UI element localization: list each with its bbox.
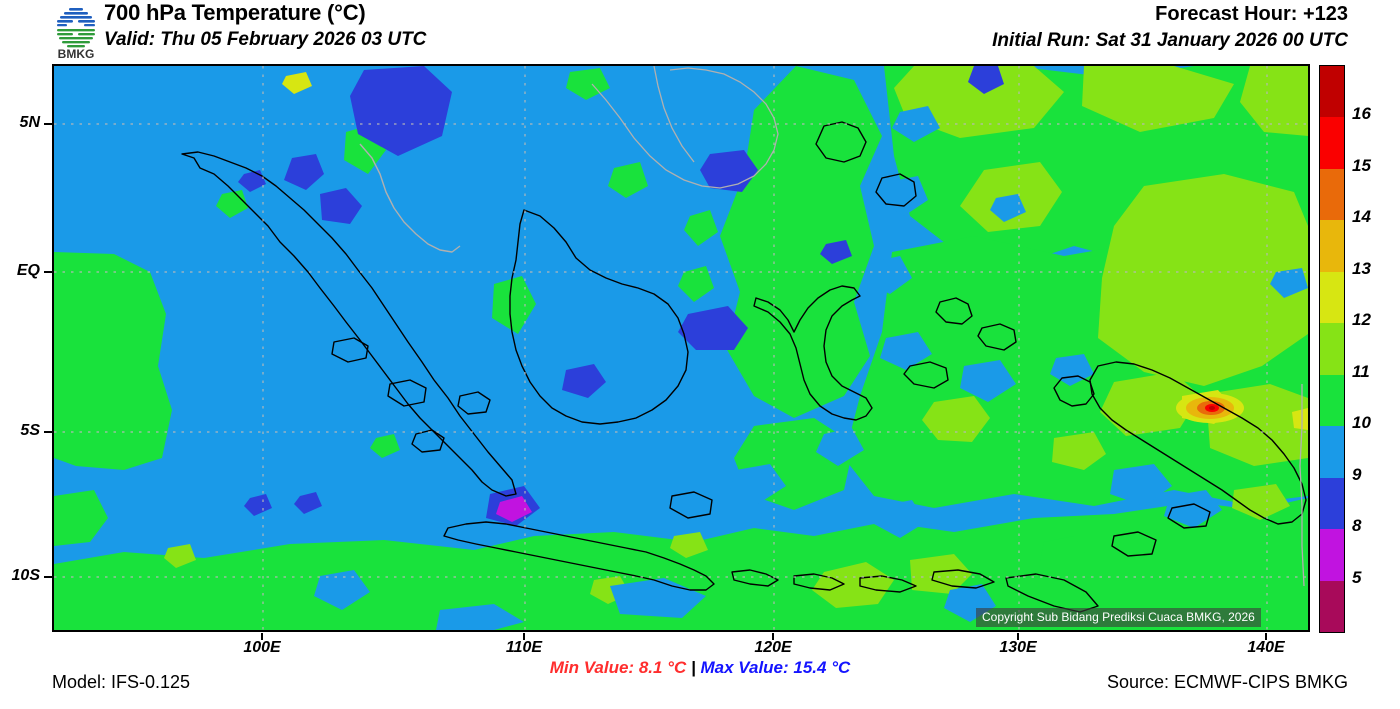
colorbar-tick-label-9: 9 [1352,464,1362,484]
forecast-hour-label: Forecast Hour: +123 [1155,3,1348,25]
temperature-map[interactable]: Copyright Sub Bidang Prediksi Cuaca BMKG… [52,64,1310,632]
colorbar-tick-label-5: 5 [1352,567,1362,587]
map-canvas [54,66,1308,630]
y-tick-mark-5n [44,123,52,125]
y-tick-mark-5s [44,431,52,433]
y-tick-label-5s: 5S [20,422,40,439]
colorbar-band-10 [1320,374,1344,427]
gridlines [54,66,1308,630]
temperature-colorbar[interactable] [1319,65,1345,633]
colorbar-tick-label-11: 11 [1352,361,1370,381]
colorbar-band-13 [1320,220,1344,272]
y-tick-label-5n: 5N [19,114,40,131]
x-tick-mark-120e [772,633,774,640]
y-tick-label-10s: 10S [11,567,40,584]
x-tick-label-100e: 100E [243,639,281,656]
colorbar-band-16 [1320,66,1344,118]
colorbar-tick-label-10: 10 [1352,413,1371,433]
colorbar-tick-label-16: 16 [1352,104,1371,124]
x-tick-mark-140e [1265,633,1267,640]
x-tick-mark-100e [261,633,263,640]
warm-core [1176,393,1244,423]
max-value-label: Max Value: 15.4 °C [700,658,851,677]
colorbar-tick-label-15: 15 [1352,155,1371,175]
bmkg-logo: BMKG [47,2,105,61]
colorbar-band-9 [1320,426,1344,478]
x-tick-label-110e: 110E [505,639,543,656]
colorbar-band-11 [1320,323,1344,375]
colorbar-band-14 [1320,168,1344,221]
y-tick-mark-eq [44,271,52,273]
colorbar-tick-label-12: 12 [1352,310,1371,330]
x-tick-label-140e: 140E [1247,639,1285,656]
model-label: Model: IFS-0.125 [52,672,191,692]
min-value-label: Min Value: 8.1 °C [549,658,687,677]
page-title: 700 hPa Temperature (°C) [104,0,366,25]
colorbar-band-8 [1320,477,1344,530]
y-tick-label-eq: EQ [16,262,40,279]
colorbar-tick-label-8: 8 [1352,516,1362,536]
x-tick-mark-110e [523,633,525,640]
copyright-watermark: Copyright Sub Bidang Prediksi Cuaca BMKG… [976,608,1261,627]
y-tick-mark-10s [44,576,52,578]
svg-text:BMKG: BMKG [58,47,95,60]
min-max-values: Min Value: 8.1 °C | Max Value: 15.4 °C [0,658,1400,678]
source-label: Source: ECMWF-CIPS BMKG [1106,672,1348,692]
x-tick-label-130e: 130E [999,639,1037,656]
x-tick-label-120e: 120E [754,639,792,656]
initial-run-label: Initial Run: Sat 31 January 2026 00 UTC [992,30,1348,51]
colorbar-band-15 [1320,117,1344,169]
colorbar-band-12 [1320,271,1344,324]
colorbar-tick-label-13: 13 [1352,258,1371,278]
country-borders [591,66,1305,587]
valid-time-label: Valid: Thu 05 February 2026 03 UTC [104,29,427,50]
header-bar: BMKG 700 hPa Temperature (°C) Valid: Thu… [0,0,1400,61]
colorbar-tick-label-14: 14 [1352,207,1371,227]
colorbar-band-5 [1320,529,1344,581]
x-tick-mark-130e [1017,633,1019,640]
colorbar-band-lowest [1320,580,1344,632]
min-max-separator: | [690,658,696,677]
